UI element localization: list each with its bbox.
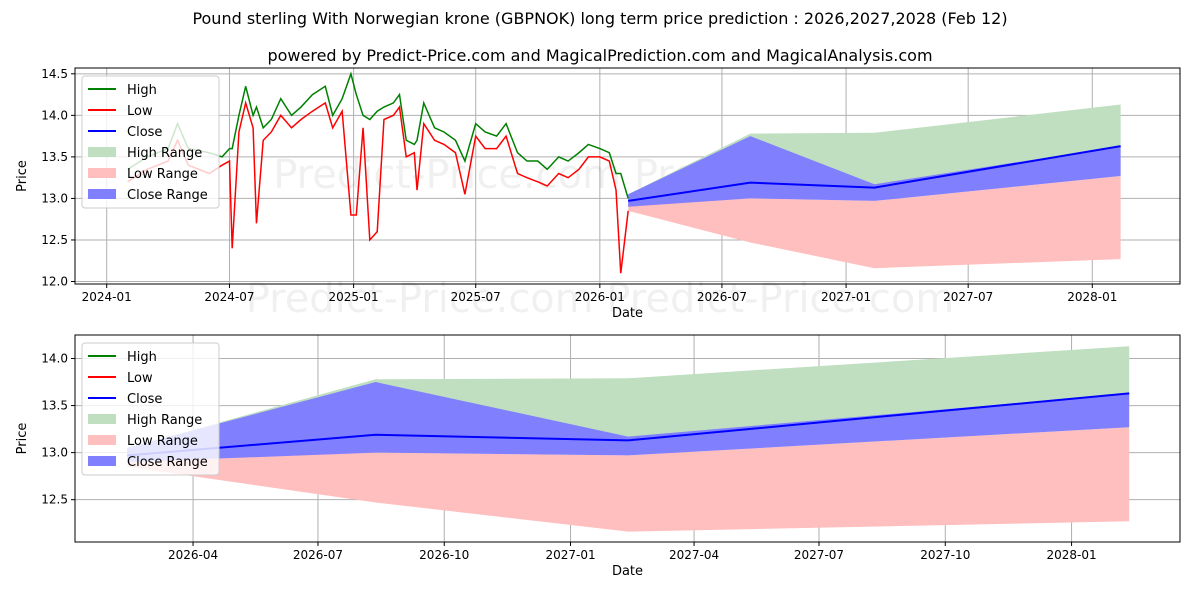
- close-line: [127, 392, 1130, 457]
- y-tick-label: 12.0: [41, 275, 68, 289]
- y-tick-label: 13.0: [41, 446, 68, 460]
- close-line: [628, 145, 1121, 202]
- legend-label: High Range: [127, 413, 202, 428]
- x-tick-label: 2025-07: [451, 290, 501, 304]
- x-tick-label: 2027-04: [669, 548, 719, 562]
- x-tick-label: 2027-01: [545, 548, 595, 562]
- legend-swatch: [88, 435, 116, 445]
- legend-swatch: [88, 414, 116, 424]
- high-line: [127, 71, 629, 199]
- y-tick-label: 14.0: [41, 108, 68, 122]
- low-range-band: [628, 176, 1121, 269]
- x-tick-label: 2028-01: [1067, 290, 1117, 304]
- x-tick-label: 2026-01: [575, 290, 625, 304]
- legend-swatch: [88, 456, 116, 466]
- legend-label: High Range: [127, 146, 202, 161]
- y-tick-label: 13.0: [41, 191, 68, 205]
- legend-label: Close: [127, 125, 162, 140]
- axes-frame: [74, 334, 1181, 543]
- chart-1: 2024-01 2024-07 2025-01 2025-07 2026-01 2026-…: [15, 67, 1181, 322]
- close-range-band: [628, 136, 1121, 207]
- y-tick-label: 14.5: [41, 67, 68, 81]
- plot-area: Predict-Price.com Predict-Price.com: [127, 346, 1130, 532]
- y-tick-label: 13.5: [41, 399, 68, 413]
- y-axis-label: Price: [15, 423, 30, 455]
- y-tick-label: 12.5: [41, 233, 68, 247]
- x-tick-label: 2027-10: [920, 548, 970, 562]
- plot-area: Predict-Price.com Predict-Price.com: [127, 71, 1121, 274]
- x-tick-label: 2028-01: [1046, 548, 1096, 562]
- low-line: [127, 99, 629, 274]
- low-range-band: [127, 427, 1130, 532]
- axes-frame: [74, 67, 1181, 285]
- legend-label: High: [127, 83, 157, 98]
- x-tick-label: 2024-07: [204, 290, 254, 304]
- x-tick-label: 2026-07: [293, 548, 343, 562]
- close-range-band: [127, 382, 1130, 463]
- chart-title: Pound sterling With Norwegian krone (GBP…: [192, 9, 1008, 28]
- x-tick-label: 2024-01: [82, 290, 132, 304]
- legend-label: Low Range: [127, 434, 198, 449]
- chart-subtitle: powered by Predict-Price.com and Magical…: [267, 46, 933, 65]
- x-tick-label: 2026-07: [697, 290, 747, 304]
- legend: High Low Close High Range Low Range Close Ran…: [81, 342, 220, 476]
- legend-label: Low: [127, 371, 153, 386]
- x-axis-label: Date: [612, 306, 643, 321]
- legend-label: Low Range: [127, 167, 198, 182]
- legend-label: Close Range: [127, 455, 208, 470]
- watermark: Predict-Price.com Predict-Price.com: [246, 276, 955, 322]
- x-tick-label: 2025-01: [329, 290, 379, 304]
- x-tick-label: 2027-07: [943, 290, 993, 304]
- legend-label: Low: [127, 104, 153, 119]
- x-tick-label: 2027-07: [794, 548, 844, 562]
- x-tick-label: 2026-04: [168, 548, 218, 562]
- y-tick-label: 12.5: [41, 493, 68, 507]
- legend-label: Close: [127, 392, 162, 407]
- legend-swatch: [88, 147, 116, 157]
- chart-2: 2026-04 2026-07 2026-10 2027-01 2027-04 2027-…: [15, 334, 1181, 579]
- y-tick-label: 14.0: [41, 352, 68, 366]
- legend-swatch: [88, 189, 116, 199]
- x-tick-label: 2026-10: [419, 548, 469, 562]
- legend-swatch: [88, 168, 116, 178]
- x-tick-label: 2027-01: [821, 290, 871, 304]
- legend: High Low Close High Range Low Range Close Ran…: [81, 75, 220, 209]
- legend-label: High: [127, 350, 157, 365]
- x-axis-label: Date: [612, 564, 643, 579]
- y-tick-label: 13.5: [41, 150, 68, 164]
- y-axis-label: Price: [15, 160, 30, 192]
- legend-label: Close Range: [127, 188, 208, 203]
